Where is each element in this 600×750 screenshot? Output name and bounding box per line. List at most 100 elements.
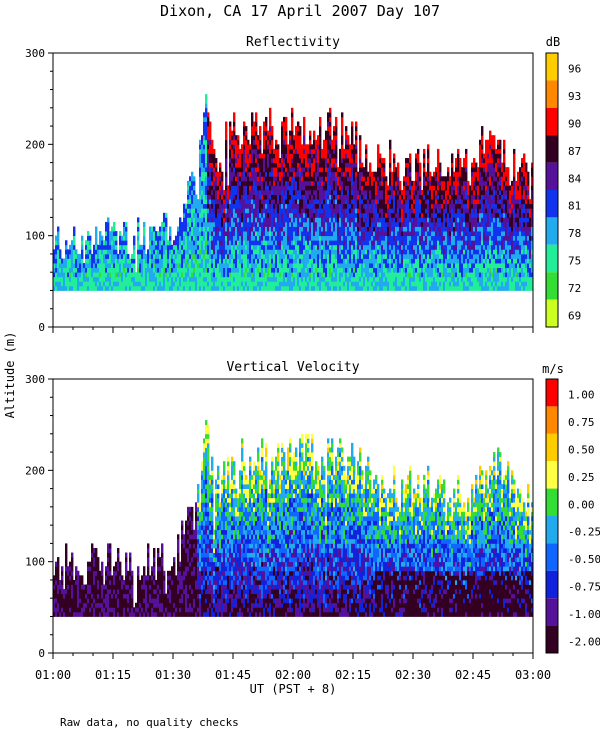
reflectivity-cell: [199, 199, 202, 205]
reflectivity-cell: [85, 263, 88, 269]
reflectivity-cell: [207, 112, 210, 118]
reflectivity-cell: [235, 162, 238, 168]
reflectivity-cell: [211, 217, 214, 223]
reflectivity-cell: [245, 281, 248, 287]
reflectivity-cell: [349, 148, 352, 154]
reflectivity-cell: [301, 194, 304, 200]
reflectivity-cell: [71, 267, 74, 273]
reflectivity-cell: [111, 276, 114, 282]
reflectivity-cell: [317, 135, 320, 141]
reflectivity-cell: [309, 263, 312, 269]
reflectivity-cell: [351, 263, 354, 269]
reflectivity-cell: [161, 249, 164, 255]
reflectivity-cell: [245, 258, 248, 264]
reflectivity-cell: [339, 253, 342, 259]
reflectivity-cell: [269, 176, 272, 182]
reflectivity-cell: [353, 162, 356, 168]
reflectivity-cell: [247, 194, 250, 200]
reflectivity-cell: [317, 212, 320, 218]
reflectivity-cell: [187, 190, 190, 195]
reflectivity-cell: [201, 263, 204, 269]
reflectivity-cell: [291, 107, 294, 113]
reflectivity-cell: [265, 244, 268, 250]
reflectivity-cell: [301, 217, 304, 223]
reflectivity-cell: [231, 235, 234, 241]
reflectivity-cell: [271, 139, 274, 145]
reflectivity-cell: [279, 276, 282, 282]
reflectivity-cell: [275, 272, 278, 278]
reflectivity-cell: [309, 258, 312, 264]
reflectivity-cell: [273, 158, 276, 163]
reflectivity-cell: [355, 240, 358, 246]
reflectivity-cell: [205, 258, 208, 264]
reflectivity-cell: [97, 285, 100, 291]
reflectivity-cell: [317, 171, 320, 177]
reflectivity-cell: [131, 276, 134, 282]
reflectivity-cell: [233, 139, 236, 145]
reflectivity-cell: [297, 244, 300, 250]
reflectivity-cell: [223, 240, 226, 246]
reflectivity-cell: [339, 190, 342, 195]
reflectivity-cell: [205, 176, 208, 182]
reflectivity-cell: [353, 221, 356, 227]
reflectivity-cell: [349, 240, 352, 246]
reflectivity-cell: [131, 285, 134, 291]
reflectivity-cell: [269, 258, 272, 264]
reflectivity-cell: [139, 281, 142, 287]
reflectivity-cell: [247, 167, 250, 173]
reflectivity-cell: [243, 231, 246, 237]
reflectivity-cell: [175, 244, 178, 250]
reflectivity-cell: [69, 281, 72, 287]
reflectivity-cell: [323, 253, 326, 259]
reflectivity-cell: [301, 144, 304, 150]
reflectivity-cell: [263, 185, 266, 191]
reflectivity-cell: [207, 121, 210, 127]
reflectivity-cell: [163, 281, 166, 287]
reflectivity-cell: [175, 276, 178, 282]
reflectivity-cell: [317, 276, 320, 282]
reflectivity-cell: [279, 281, 282, 287]
reflectivity-cell: [339, 180, 342, 186]
reflectivity-cell: [347, 190, 350, 195]
reflectivity-cell: [357, 212, 360, 218]
reflectivity-cell: [241, 162, 244, 168]
reflectivity-cell: [169, 281, 172, 287]
reflectivity-cell: [263, 171, 266, 177]
reflectivity-cell: [239, 171, 242, 177]
reflectivity-cell: [263, 267, 266, 273]
reflectivity-cell: [121, 249, 124, 255]
reflectivity-cell: [209, 194, 212, 200]
reflectivity-cell: [317, 148, 320, 154]
reflectivity-cell: [299, 285, 302, 291]
reflectivity-cell: [165, 263, 168, 269]
reflectivity-cell: [299, 235, 302, 241]
reflectivity-cell: [79, 258, 82, 264]
reflectivity-cell: [55, 267, 58, 273]
reflectivity-cell: [321, 240, 324, 246]
reflectivity-cell: [123, 235, 126, 241]
reflectivity-cell: [213, 258, 216, 264]
reflectivity-cell: [297, 158, 300, 163]
reflectivity-cell: [359, 285, 362, 291]
reflectivity-cell: [261, 226, 264, 232]
reflectivity-cell: [231, 167, 234, 173]
figure-title: Dixon, CA 17 April 2007 Day 107: [160, 2, 440, 20]
reflectivity-cell: [365, 162, 368, 168]
reflectivity-cell: [251, 135, 254, 141]
reflectivity-cell: [317, 253, 320, 259]
reflectivity-cell: [221, 176, 224, 182]
reflectivity-cell: [119, 231, 122, 237]
reflectivity-cell: [103, 263, 106, 269]
reflectivity-cell: [109, 231, 112, 237]
reflectivity-cell: [161, 263, 164, 269]
reflectivity-cell: [267, 281, 270, 287]
reflectivity-cell: [239, 285, 242, 291]
reflectivity-cell: [249, 263, 252, 269]
reflectivity-cell: [113, 253, 116, 259]
reflectivity-cell: [267, 199, 270, 205]
reflectivity-cell: [71, 263, 74, 269]
reflectivity-cell: [329, 231, 332, 237]
reflectivity-cell: [285, 135, 288, 141]
reflectivity-cell: [349, 208, 352, 214]
reflectivity-cell: [337, 194, 340, 200]
